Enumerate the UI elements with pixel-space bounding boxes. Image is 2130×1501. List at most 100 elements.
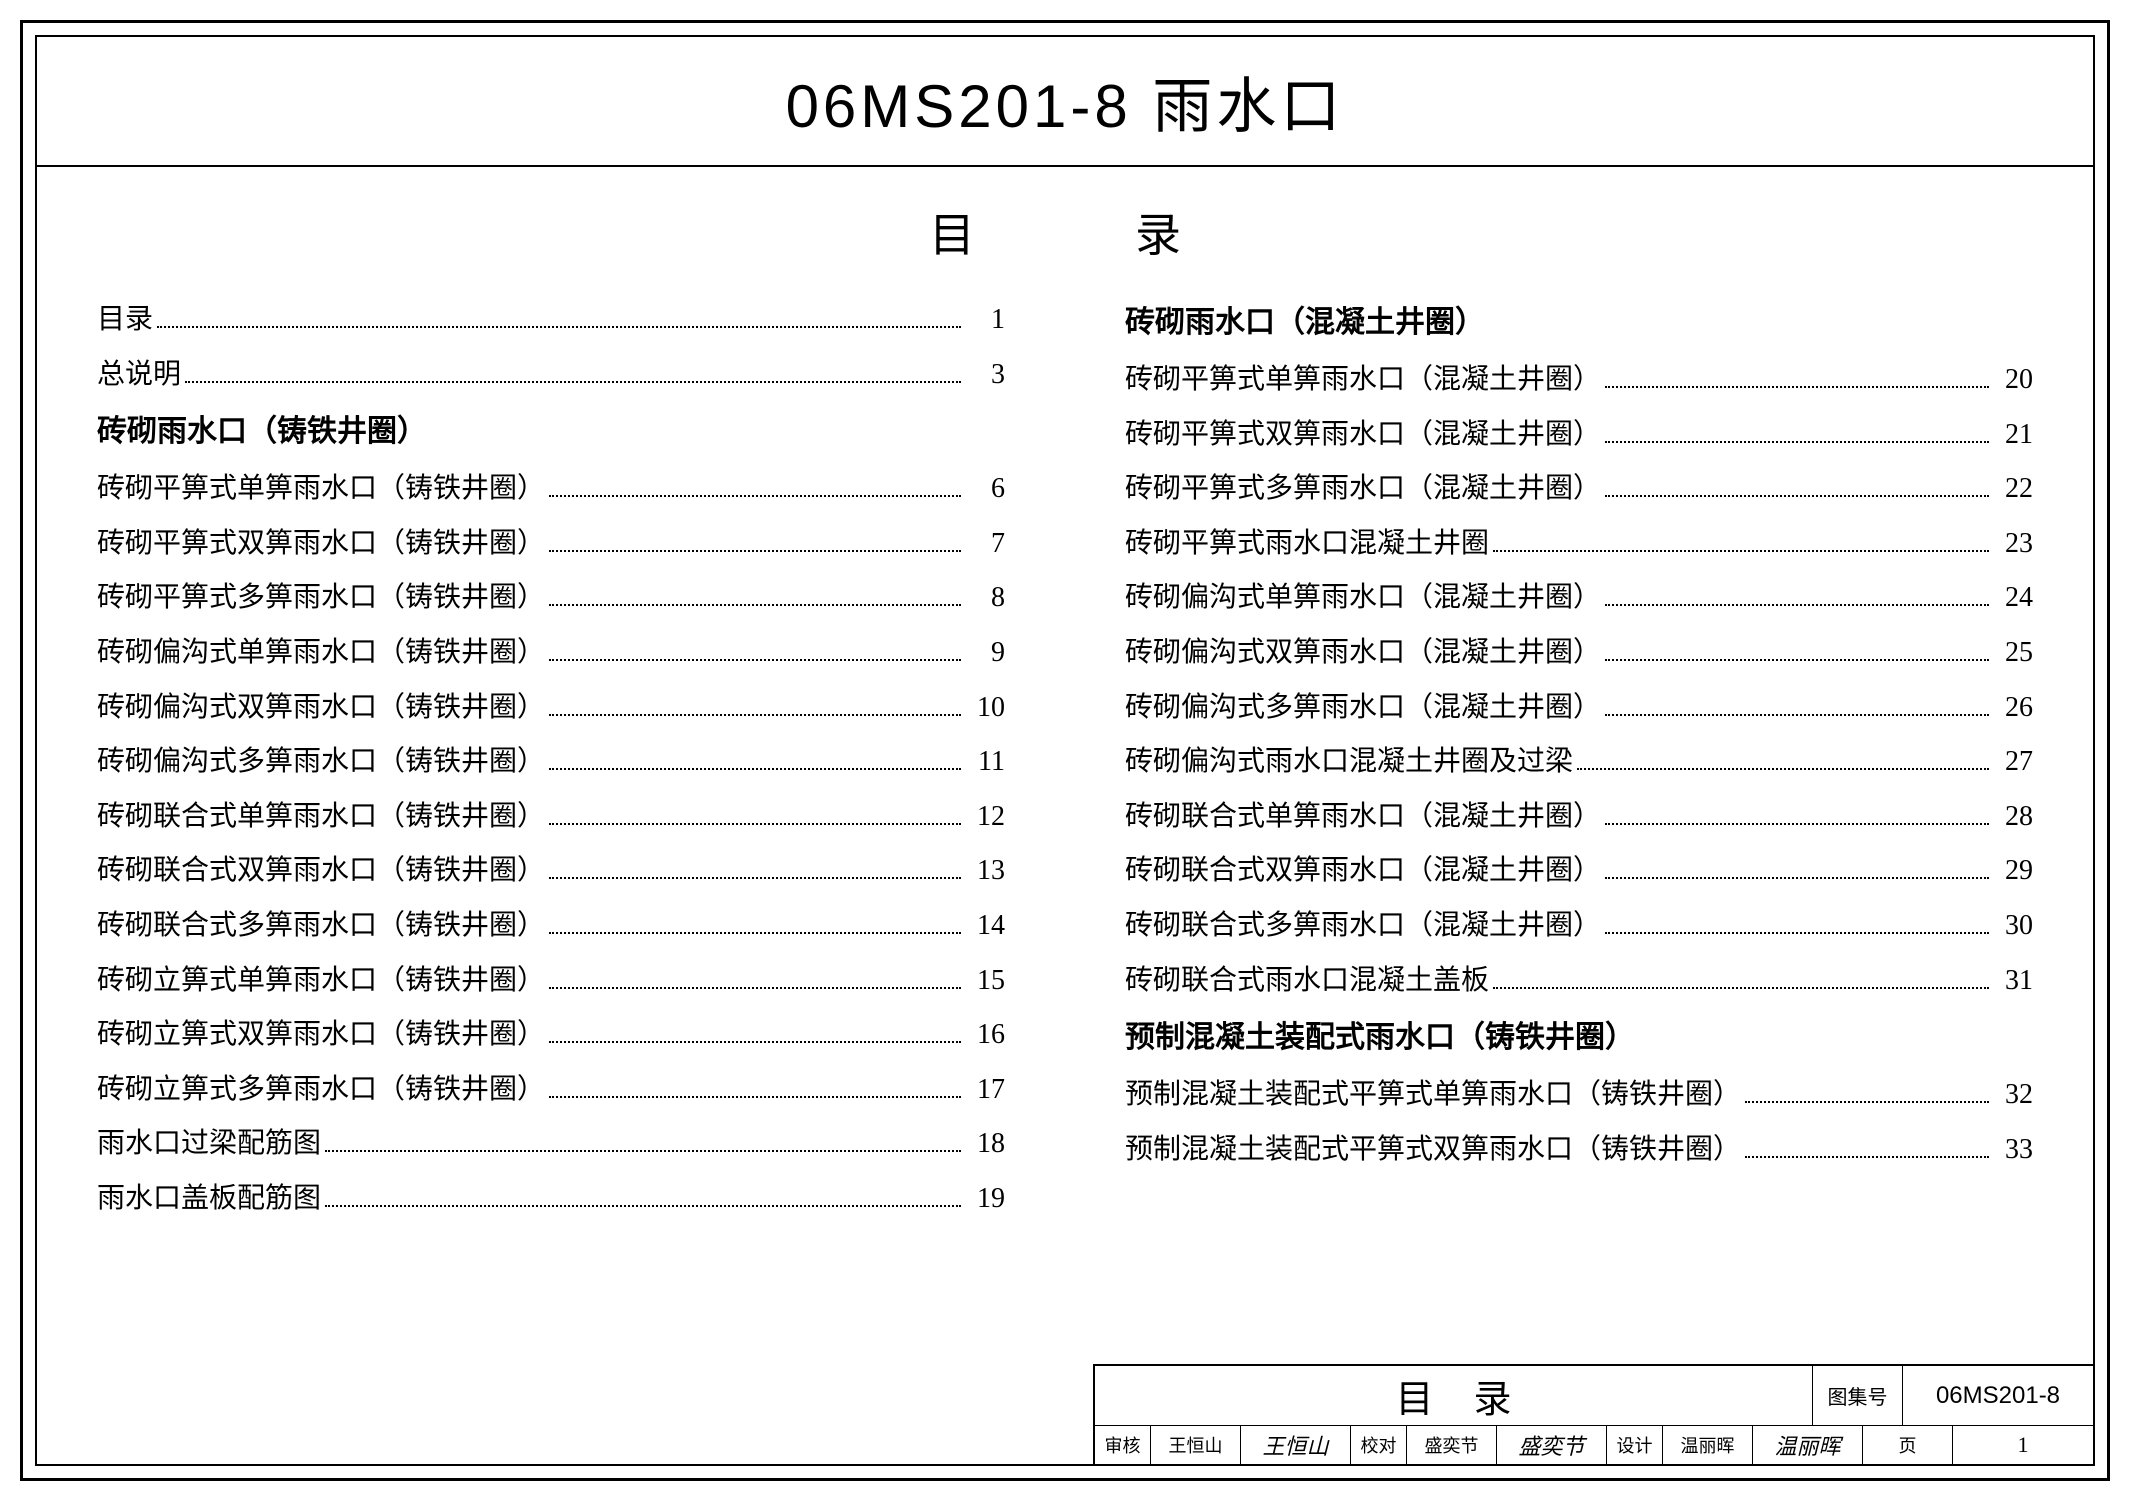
toc-entry-label: 砖砌联合式雨水口混凝土盖板 bbox=[1125, 954, 1489, 1009]
toc-entry: 砖砌平箅式多箅雨水口（铸铁井圈） 8 bbox=[97, 571, 1005, 626]
toc-entry-label: 砖砌立箅式单箅雨水口（铸铁井圈） bbox=[97, 954, 545, 1009]
toc-entry-label: 砖砌平箅式多箅雨水口（混凝土井圈） bbox=[1125, 462, 1601, 517]
drawing-sheet: 06MS201-8 雨水口 目 目录1总说明3砖砌雨水口（铸铁井圈）砖砌平箅式单… bbox=[20, 20, 2110, 1481]
toc-entry: 砖砌偏沟式多箅雨水口（铸铁井圈）11 bbox=[97, 735, 1005, 790]
role-label-design: 设计 bbox=[1607, 1426, 1663, 1464]
toc-leader-dots bbox=[549, 987, 961, 989]
title-bar: 06MS201-8 雨水口 bbox=[37, 37, 2093, 167]
toc-entry-label: 砖砌偏沟式多箅雨水口（混凝土井圈） bbox=[1125, 681, 1601, 736]
toc-entry-label: 预制混凝土装配式平箅式双箅雨水口（铸铁井圈） bbox=[1125, 1123, 1741, 1178]
title-block-top: 目录 图集号 06MS201-8 bbox=[1095, 1366, 2093, 1426]
toc-leader-dots bbox=[549, 877, 961, 879]
toc-leader-dots bbox=[1605, 386, 1989, 388]
toc-entry-label: 砖砌偏沟式双箅雨水口（铸铁井圈） bbox=[97, 681, 545, 736]
toc-leader-dots bbox=[549, 659, 961, 661]
role-name-review: 王恒山 bbox=[1151, 1426, 1241, 1464]
toc-entry-label: 砖砌立箅式双箅雨水口（铸铁井圈） bbox=[97, 1008, 545, 1063]
role-label-check: 校对 bbox=[1351, 1426, 1407, 1464]
toc-entry-label: 雨水口盖板配筋图 bbox=[97, 1172, 321, 1227]
toc-entry-label: 砖砌联合式双箅雨水口（铸铁井圈） bbox=[97, 844, 545, 899]
toc-entry: 砖砌平箅式雨水口混凝土井圈23 bbox=[1125, 517, 2033, 572]
toc-entry: 砖砌偏沟式单箅雨水口（混凝土井圈）24 bbox=[1125, 571, 2033, 626]
toc-entry-label: 目录 bbox=[97, 293, 153, 348]
role-sig-review: 王恒山 bbox=[1241, 1426, 1351, 1464]
toc-leader-dots bbox=[1605, 659, 1989, 661]
toc-entry-page: 16 bbox=[965, 1008, 1005, 1063]
toc-entry: 砖砌联合式单箅雨水口（混凝土井圈）28 bbox=[1125, 790, 2033, 845]
toc-entry-label: 总说明 bbox=[97, 348, 181, 403]
page-label: 页 bbox=[1863, 1426, 1953, 1464]
toc-entry-page: 8 bbox=[965, 571, 1005, 626]
toc-entry-page: 6 bbox=[965, 462, 1005, 517]
toc-entry: 砖砌联合式双箅雨水口（铸铁井圈）13 bbox=[97, 844, 1005, 899]
toc-entry-page: 33 bbox=[1993, 1123, 2033, 1178]
toc-entry: 砖砌平箅式单箅雨水口（混凝土井圈）20 bbox=[1125, 353, 2033, 408]
toc-entry: 砖砌联合式双箅雨水口（混凝土井圈）29 bbox=[1125, 844, 2033, 899]
toc-leader-dots bbox=[549, 604, 961, 606]
toc-entry-page: 29 bbox=[1993, 844, 2033, 899]
toc-entry-label: 砖砌联合式多箅雨水口（铸铁井圈） bbox=[97, 899, 545, 954]
toc-entry-label: 砖砌立箅式多箅雨水口（铸铁井圈） bbox=[97, 1063, 545, 1118]
toc-entry: 砖砌联合式多箅雨水口（混凝土井圈）30 bbox=[1125, 899, 2033, 954]
toc-entry-page: 12 bbox=[965, 790, 1005, 845]
role-name-design: 温丽晖 bbox=[1663, 1426, 1753, 1464]
toc-entry: 砖砌平箅式单箅雨水口（铸铁井圈） 6 bbox=[97, 462, 1005, 517]
toc-entry-page: 10 bbox=[965, 681, 1005, 736]
toc-leader-dots bbox=[549, 550, 961, 552]
toc-entry-page: 26 bbox=[1993, 681, 2033, 736]
document-title: 06MS201-8 雨水口 bbox=[786, 58, 1345, 145]
toc-leader-dots bbox=[1605, 877, 1989, 879]
toc-entry-label: 砖砌偏沟式单箅雨水口（混凝土井圈） bbox=[1125, 571, 1601, 626]
toc-leader-dots bbox=[1493, 987, 1989, 989]
toc-entry-page: 14 bbox=[965, 899, 1005, 954]
toc-leader-dots bbox=[185, 381, 961, 383]
toc-entry: 预制混凝土装配式平箅式单箅雨水口（铸铁井圈）32 bbox=[1125, 1068, 2033, 1123]
toc-section-heading: 预制混凝土装配式雨水口（铸铁井圈） bbox=[1125, 1008, 2033, 1068]
toc-header-right: 录 bbox=[1125, 199, 2033, 265]
toc-entry: 砖砌立箅式双箅雨水口（铸铁井圈） 16 bbox=[97, 1008, 1005, 1063]
toc-entry-page: 21 bbox=[1993, 408, 2033, 463]
toc-leader-dots bbox=[325, 1150, 961, 1152]
toc-entry: 砖砌偏沟式单箅雨水口（铸铁井圈）9 bbox=[97, 626, 1005, 681]
toc-entry-label: 砖砌平箅式多箅雨水口（铸铁井圈） bbox=[97, 571, 545, 626]
title-block-name: 目录 bbox=[1095, 1366, 1813, 1425]
toc-entry-label: 砖砌偏沟式双箅雨水口（混凝土井圈） bbox=[1125, 626, 1601, 681]
toc-entry-page: 31 bbox=[1993, 954, 2033, 1009]
toc-entry-page: 30 bbox=[1993, 899, 2033, 954]
role-label-review: 审核 bbox=[1095, 1426, 1151, 1464]
toc-leader-dots bbox=[157, 326, 961, 328]
role-sig-check: 盛奕节 bbox=[1497, 1426, 1607, 1464]
toc-entry-label: 砖砌平箅式双箅雨水口（混凝土井圈） bbox=[1125, 408, 1601, 463]
toc-entry: 雨水口过梁配筋图18 bbox=[97, 1117, 1005, 1172]
toc-entry-label: 预制混凝土装配式平箅式单箅雨水口（铸铁井圈） bbox=[1125, 1068, 1741, 1123]
toc-entry-label: 砖砌平箅式雨水口混凝土井圈 bbox=[1125, 517, 1489, 572]
toc-leader-dots bbox=[1605, 604, 1989, 606]
toc-leader-dots bbox=[1745, 1156, 1989, 1158]
toc-leader-dots bbox=[1605, 823, 1989, 825]
toc-entry: 砖砌偏沟式多箅雨水口（混凝土井圈） 26 bbox=[1125, 681, 2033, 736]
toc-section-heading: 砖砌雨水口（混凝土井圈） bbox=[1125, 293, 2033, 353]
toc-leader-dots bbox=[1605, 495, 1989, 497]
toc-entry: 砖砌平箅式双箅雨水口（混凝土井圈） 21 bbox=[1125, 408, 2033, 463]
toc-entry: 砖砌偏沟式双箅雨水口（铸铁井圈） 10 bbox=[97, 681, 1005, 736]
toc-entry: 砖砌平箅式双箅雨水口（铸铁井圈） 7 bbox=[97, 517, 1005, 572]
toc-entry-label: 砖砌平箅式单箅雨水口（铸铁井圈） bbox=[97, 462, 545, 517]
toc-leader-dots bbox=[325, 1205, 961, 1207]
toc-entry-label: 砖砌偏沟式雨水口混凝土井圈及过梁 bbox=[1125, 735, 1573, 790]
toc-entry-page: 17 bbox=[965, 1063, 1005, 1118]
toc-entry-label: 砖砌偏沟式单箅雨水口（铸铁井圈） bbox=[97, 626, 545, 681]
toc-leader-dots bbox=[1493, 550, 1989, 552]
toc-entry-page: 15 bbox=[965, 954, 1005, 1009]
toc-leader-dots bbox=[549, 768, 961, 770]
toc-leader-dots bbox=[549, 823, 961, 825]
toc-entry: 砖砌联合式单箅雨水口（铸铁井圈）12 bbox=[97, 790, 1005, 845]
toc-leader-dots bbox=[549, 1096, 961, 1098]
toc-entry-page: 7 bbox=[965, 517, 1005, 572]
role-sig-design: 温丽晖 bbox=[1753, 1426, 1863, 1464]
toc-entry-label: 砖砌联合式单箅雨水口（混凝土井圈） bbox=[1125, 790, 1601, 845]
toc-entry: 砖砌偏沟式双箅雨水口（混凝土井圈） 25 bbox=[1125, 626, 2033, 681]
toc-entry-page: 25 bbox=[1993, 626, 2033, 681]
toc-entry-label: 砖砌平箅式双箅雨水口（铸铁井圈） bbox=[97, 517, 545, 572]
toc-entry: 总说明3 bbox=[97, 348, 1005, 403]
toc-entry-page: 19 bbox=[965, 1172, 1005, 1227]
